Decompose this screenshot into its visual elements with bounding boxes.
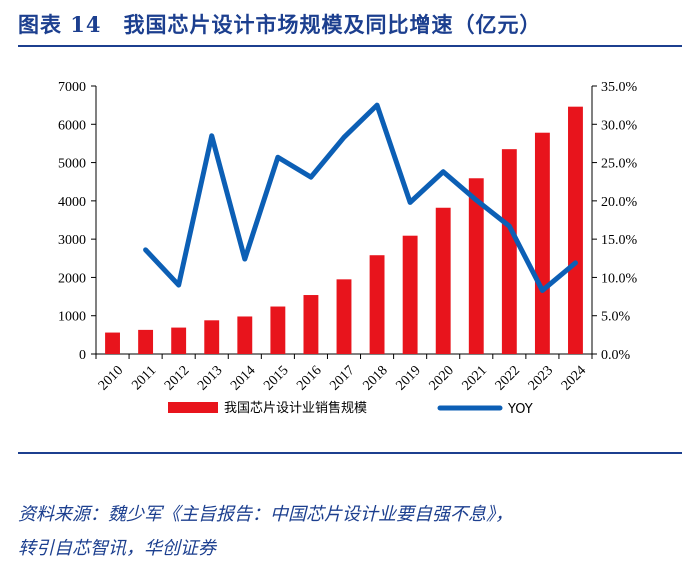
y-right-tick-label: 5.0% (601, 310, 631, 325)
axes: 0 1000 2000 3000 4000 5000 6000 7000 0.0% 5.0% 10.… (58, 80, 638, 363)
x-tick-label: 2011 (129, 363, 159, 393)
line-series (143, 102, 578, 293)
x-tick-label: 2016 (294, 363, 324, 393)
x-tick-label: 2010 (96, 363, 126, 393)
y-right-tick-label: 25.0% (601, 157, 638, 172)
y-left-tick-label: 7000 (58, 80, 86, 95)
bar (138, 329, 154, 354)
yoy-line (143, 102, 578, 293)
figure-title: 我国芯片设计市场规模及同比增速（亿元） (123, 12, 542, 37)
bar (270, 306, 286, 354)
legend-bar-swatch (168, 402, 218, 413)
bar (534, 132, 550, 354)
source-note: 资料来源：魏少军《主旨报告：中国芯片设计业要自强不息》， 转引自芯智讯，华创证券 (18, 498, 688, 566)
x-tick-label: 2024 (559, 363, 589, 393)
x-tick-label: 2020 (427, 363, 457, 393)
x-tick-label: 2021 (460, 363, 490, 393)
chart-svg: 0 1000 2000 3000 4000 5000 6000 7000 0.0% 5.0% 10.… (58, 80, 638, 417)
bar (468, 178, 484, 354)
bar (435, 207, 451, 354)
y-left-tick-label: 5000 (58, 157, 86, 172)
bar (237, 316, 253, 354)
bottom-divider (18, 452, 682, 454)
bar (336, 279, 352, 354)
chart-title: 图表 14 我国芯片设计市场规模及同比增速（亿元） (18, 6, 542, 42)
figure-number: 图表 14 (18, 12, 102, 37)
top-divider (18, 45, 682, 47)
source-line-2: 转引自芯智讯，华创证券 (18, 538, 216, 559)
bar (303, 295, 319, 354)
bar (501, 149, 517, 354)
y-left-tick-label: 6000 (58, 118, 86, 133)
y-left-tick-label: 2000 (58, 271, 86, 286)
x-tick-label: 2019 (393, 363, 423, 393)
x-tick-label: 2018 (360, 363, 390, 393)
y-right-tick-label: 10.0% (601, 271, 638, 286)
x-tick-label: 2014 (228, 363, 258, 393)
y-left-tick-label: 3000 (58, 233, 86, 248)
y-left-tick-label: 0 (79, 348, 86, 363)
bar (171, 327, 187, 354)
bar (105, 332, 120, 354)
bar (402, 235, 418, 354)
y-right-tick-label: 0.0% (601, 348, 631, 363)
y-right-tick-label: 15.0% (601, 233, 638, 248)
legend-bar-label: 我国芯片设计业销售规模 (224, 400, 367, 416)
y-right-tick-label: 35.0% (601, 80, 638, 95)
y-right-tick-label: 30.0% (601, 118, 638, 133)
x-tick-label: 2023 (526, 363, 556, 393)
y-right-tick-label: 20.0% (601, 195, 638, 210)
source-line-1: 资料来源：魏少军《主旨报告：中国芯片设计业要自强不息》， (18, 504, 513, 525)
bar-series (105, 106, 583, 354)
legend: 我国芯片设计业销售规模 YOY (168, 400, 533, 417)
x-tick-label: 2015 (261, 363, 291, 393)
bar (204, 320, 220, 354)
bar (568, 106, 583, 354)
x-tick-label: 2012 (162, 363, 192, 393)
x-tick-label: 2013 (195, 363, 225, 393)
y-left-tick-label: 1000 (58, 310, 86, 325)
x-tick-labels: 2010 2011 2012 2013 2014 2015 2016 2017 2018 2019… (96, 363, 589, 393)
y-left-tick-label: 4000 (58, 195, 86, 210)
x-tick-label: 2017 (327, 363, 357, 393)
legend-line-label: YOY (507, 402, 533, 417)
x-tick-label: 2022 (493, 363, 523, 393)
bar (369, 255, 385, 354)
